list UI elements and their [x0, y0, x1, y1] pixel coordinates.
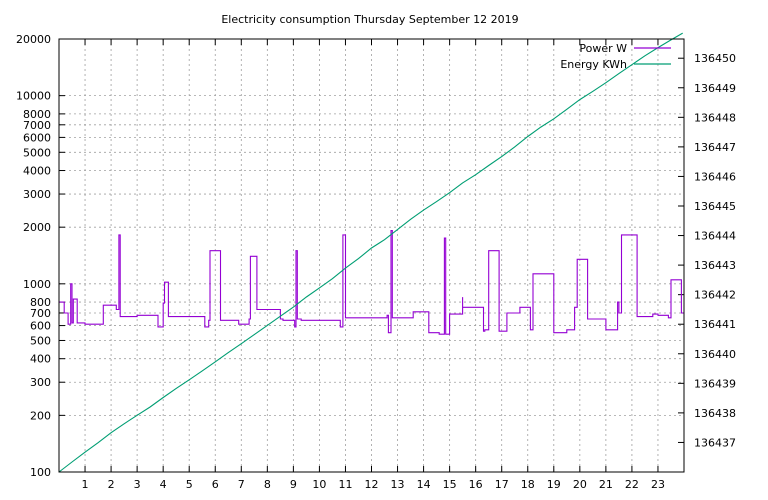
y-left-tick-label: 6000: [23, 131, 51, 144]
y-left-tick-label: 2000: [23, 221, 51, 234]
y-right-tick-label: 136441: [694, 318, 736, 331]
y-left-tick-label: 3000: [23, 188, 51, 201]
x-tick-label: 15: [443, 478, 457, 491]
x-tick-label: 10: [312, 478, 326, 491]
legend: Power W Energy KWh: [560, 42, 671, 71]
y-right-tick-label: 136437: [694, 436, 736, 449]
chart-title: Electricity consumption Thursday Septemb…: [221, 13, 518, 26]
x-tick-label: 5: [186, 478, 193, 491]
x-tick-label: 20: [573, 478, 587, 491]
y-left-tick-label: 200: [30, 409, 51, 422]
y-right-tick-label: 136444: [694, 230, 736, 243]
y-left-tick-label: 700: [30, 307, 51, 320]
y-right-tick-label: 136447: [694, 141, 736, 154]
y-right-tick-label: 136450: [694, 52, 736, 65]
y-left-tick-label: 4000: [23, 165, 51, 178]
y-left-tick-label: 400: [30, 353, 51, 366]
x-tick-label: 9: [290, 478, 297, 491]
y-right-tick-label: 136445: [694, 200, 736, 213]
x-tick-label: 7: [238, 478, 245, 491]
y-right-tick-label: 136446: [694, 170, 736, 183]
x-tick-label: 8: [264, 478, 271, 491]
x-tick-label: 21: [599, 478, 613, 491]
x-tick-label: 1: [82, 478, 89, 491]
y-right-tick-label: 136449: [694, 82, 736, 95]
y-right-tick-label: 136442: [694, 289, 736, 302]
y-left-tick-label: 10000: [16, 90, 51, 103]
x-tick-label: 13: [391, 478, 405, 491]
x-tick-label: 4: [160, 478, 167, 491]
y-right-tick-label: 136438: [694, 407, 736, 420]
legend-label: Power W: [579, 42, 627, 55]
y-left-tick-label: 8000: [23, 108, 51, 121]
y-right-tick-label: 136448: [694, 111, 736, 124]
y-right-tick-label: 136443: [694, 259, 736, 272]
gridlines: [59, 38, 684, 473]
x-tick-label: 2: [108, 478, 115, 491]
x-tick-label: 18: [521, 478, 535, 491]
y-left-tick-label: 600: [30, 320, 51, 333]
x-tick-label: 17: [495, 478, 509, 491]
y-left-tick-label: 800: [30, 296, 51, 309]
x-tick-label: 12: [365, 478, 379, 491]
x-tick-label: 14: [417, 478, 431, 491]
y-right-tick-label: 136440: [694, 348, 736, 361]
y-left-tick-label: 1000: [23, 278, 51, 291]
plot-area: [58, 32, 684, 473]
x-tick-label: 3: [134, 478, 141, 491]
energy-kwh-line: [58, 32, 683, 473]
legend-label: Energy KWh: [560, 58, 627, 71]
axes: 1 2 3 4 5 6 7 8 9 10 11 12 13 14 15 16 17 18 19 20 21 22 23100…: [16, 33, 736, 491]
x-tick-label: 6: [212, 478, 219, 491]
power-w-line: [59, 229, 684, 335]
x-tick-label: 11: [338, 478, 352, 491]
y-left-tick-label: 7000: [23, 119, 51, 132]
x-tick-label: 16: [469, 478, 483, 491]
y-left-tick-label: 20000: [16, 33, 51, 46]
x-tick-label: 19: [547, 478, 561, 491]
x-tick-label: 23: [651, 478, 665, 491]
x-tick-label: 22: [625, 478, 639, 491]
y-left-tick-label: 500: [30, 334, 51, 347]
y-left-tick-label: 5000: [23, 146, 51, 159]
y-right-tick-label: 136439: [694, 377, 736, 390]
y-left-tick-label: 100: [30, 466, 51, 479]
y-left-tick-label: 300: [30, 376, 51, 389]
plot-frame: [58, 38, 685, 473]
